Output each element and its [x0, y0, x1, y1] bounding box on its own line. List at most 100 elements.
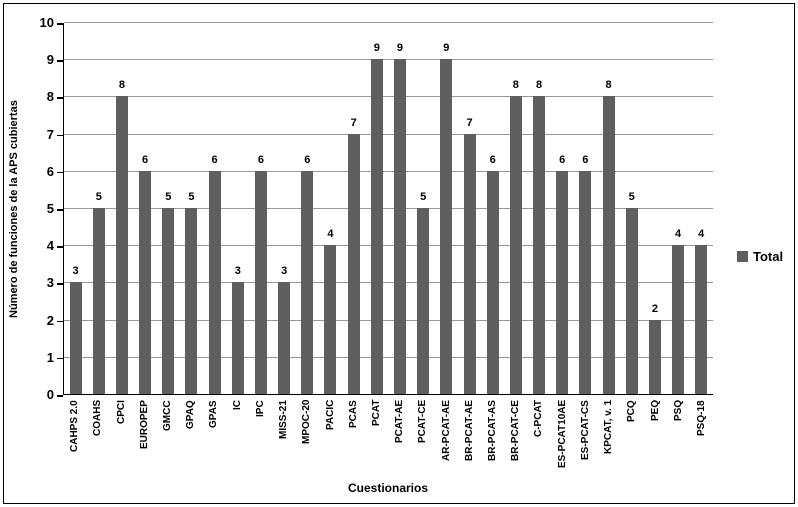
x-axis-label: BR-PCAT-AE	[463, 400, 475, 461]
bar-cell: 3	[273, 23, 296, 394]
bar-value-label: 9	[396, 42, 404, 55]
bar	[115, 96, 128, 394]
bar-cell: 9	[388, 23, 411, 394]
x-axis-label: ES-PCAT-CS	[579, 400, 591, 460]
bar-cell: 7	[458, 23, 481, 394]
x-axis-label: IPC	[254, 400, 266, 417]
bar-value-label: 3	[72, 265, 79, 278]
x-axis-label: GMCC	[161, 400, 173, 431]
x-axis-label: GPAS	[208, 400, 220, 428]
x-axis-label: CPCI	[115, 400, 127, 424]
gridline	[64, 356, 713, 358]
gridline	[64, 319, 713, 321]
bar-cell: 7	[342, 23, 365, 394]
x-axis-title: Cuestionarios	[347, 481, 428, 495]
y-axis-tick	[57, 23, 63, 25]
bar	[278, 282, 291, 394]
bar-value-label: 3	[234, 265, 241, 278]
bar	[301, 170, 314, 394]
x-label-cell: AR-PCAT-AE	[435, 400, 458, 492]
legend: Total	[737, 250, 783, 263]
x-label-cell: BR-PCAT-CE	[504, 400, 527, 492]
bar-cell: 5	[157, 23, 180, 394]
y-axis-label: 3	[46, 275, 54, 291]
y-axis-tick	[57, 395, 63, 397]
bar-cell: 6	[574, 23, 597, 394]
bar-cell: 5	[180, 23, 203, 394]
bar-cell: 6	[551, 23, 574, 394]
bar	[463, 133, 476, 394]
x-label-cell: MISS-21	[272, 400, 295, 492]
bar-cell: 3	[64, 23, 87, 394]
x-label-cell: IC	[226, 400, 249, 492]
legend-swatch-icon	[737, 251, 748, 262]
bar-value-label: 6	[489, 153, 496, 166]
x-label-cell: PCQ	[620, 400, 643, 492]
x-label-cell: PCAT-AE	[388, 400, 411, 492]
y-axis-tick	[57, 97, 63, 99]
x-axis-label: PEQ	[649, 400, 661, 422]
y-axis-tick	[57, 134, 63, 137]
bar-value-label: 3	[281, 265, 288, 278]
bar	[370, 59, 383, 394]
x-axis: CAHPS 2.0 COAHS CPCI EUROPEP GMCC GPAQ GPAS IC I…	[63, 400, 713, 492]
y-axis-label: 9	[46, 52, 54, 68]
bar-value-label: 9	[443, 42, 450, 55]
bar-cell: 8	[597, 23, 620, 394]
x-label-cell: ES-PCAT-CS	[574, 400, 597, 492]
x-axis-label: MPOC-20	[301, 400, 313, 445]
x-label-cell: PACIC	[318, 400, 341, 492]
bar-cell: 6	[134, 23, 157, 394]
bar-cell: 8	[110, 23, 133, 394]
bar	[625, 208, 638, 394]
x-label-cell: PCAS	[342, 400, 365, 492]
x-label-cell: GMCC	[156, 400, 179, 492]
x-axis-label: PSQ	[672, 400, 684, 422]
bar-value-label: 8	[512, 79, 519, 92]
bar	[417, 208, 430, 394]
bar-value-label: 5	[95, 191, 102, 203]
bar	[324, 245, 337, 394]
gridline	[64, 245, 713, 247]
bar-value-label: 5	[165, 191, 172, 203]
bar	[672, 245, 685, 394]
x-axis-label: GPAQ	[185, 400, 197, 429]
y-axis-label: 0	[46, 387, 54, 402]
x-axis-label: BR-PCAT-CE	[510, 400, 522, 461]
bar	[208, 170, 221, 394]
x-label-cell: MPOC-20	[295, 400, 318, 492]
x-label-cell: BR-PCAT-AE	[458, 400, 481, 492]
x-axis-label: IC	[231, 400, 243, 410]
bar	[556, 170, 569, 394]
y-axis-tick	[57, 209, 63, 211]
gridline	[64, 96, 713, 98]
y-axis-label: 8	[46, 89, 54, 105]
bar-value-label: 4	[674, 228, 682, 241]
gridline	[64, 22, 713, 23]
bar	[602, 96, 615, 394]
bar-value-label: 5	[188, 191, 195, 203]
bar-cell: 5	[620, 23, 643, 394]
bar-value-label: 6	[582, 153, 589, 166]
x-axis-label: PSQ-18	[696, 400, 708, 436]
x-axis-label: BR-PCAT-AS	[487, 400, 499, 461]
x-label-cell: PSQ-18	[690, 400, 713, 492]
bar-cell: 6	[203, 23, 226, 394]
bar-value-label: 5	[420, 191, 427, 203]
bar	[347, 133, 360, 394]
x-axis-label: AR-PCAT-AE	[440, 400, 452, 461]
bar	[509, 96, 522, 394]
x-axis-label: ES-PCAT10AE	[556, 400, 568, 469]
x-label-cell: EUROPEP	[133, 400, 156, 492]
bar	[579, 170, 592, 394]
bar	[393, 59, 406, 394]
bar-cell: 9	[435, 23, 458, 394]
bar-value-label: 9	[373, 42, 380, 55]
x-axis-label: C-PCAT	[533, 400, 545, 438]
x-axis-label: PCAT	[370, 400, 382, 427]
x-label-cell: COAHS	[86, 400, 109, 492]
x-label-cell: CPCI	[109, 400, 132, 492]
bar-value-label: 7	[466, 116, 473, 129]
y-axis-tick	[57, 246, 63, 248]
